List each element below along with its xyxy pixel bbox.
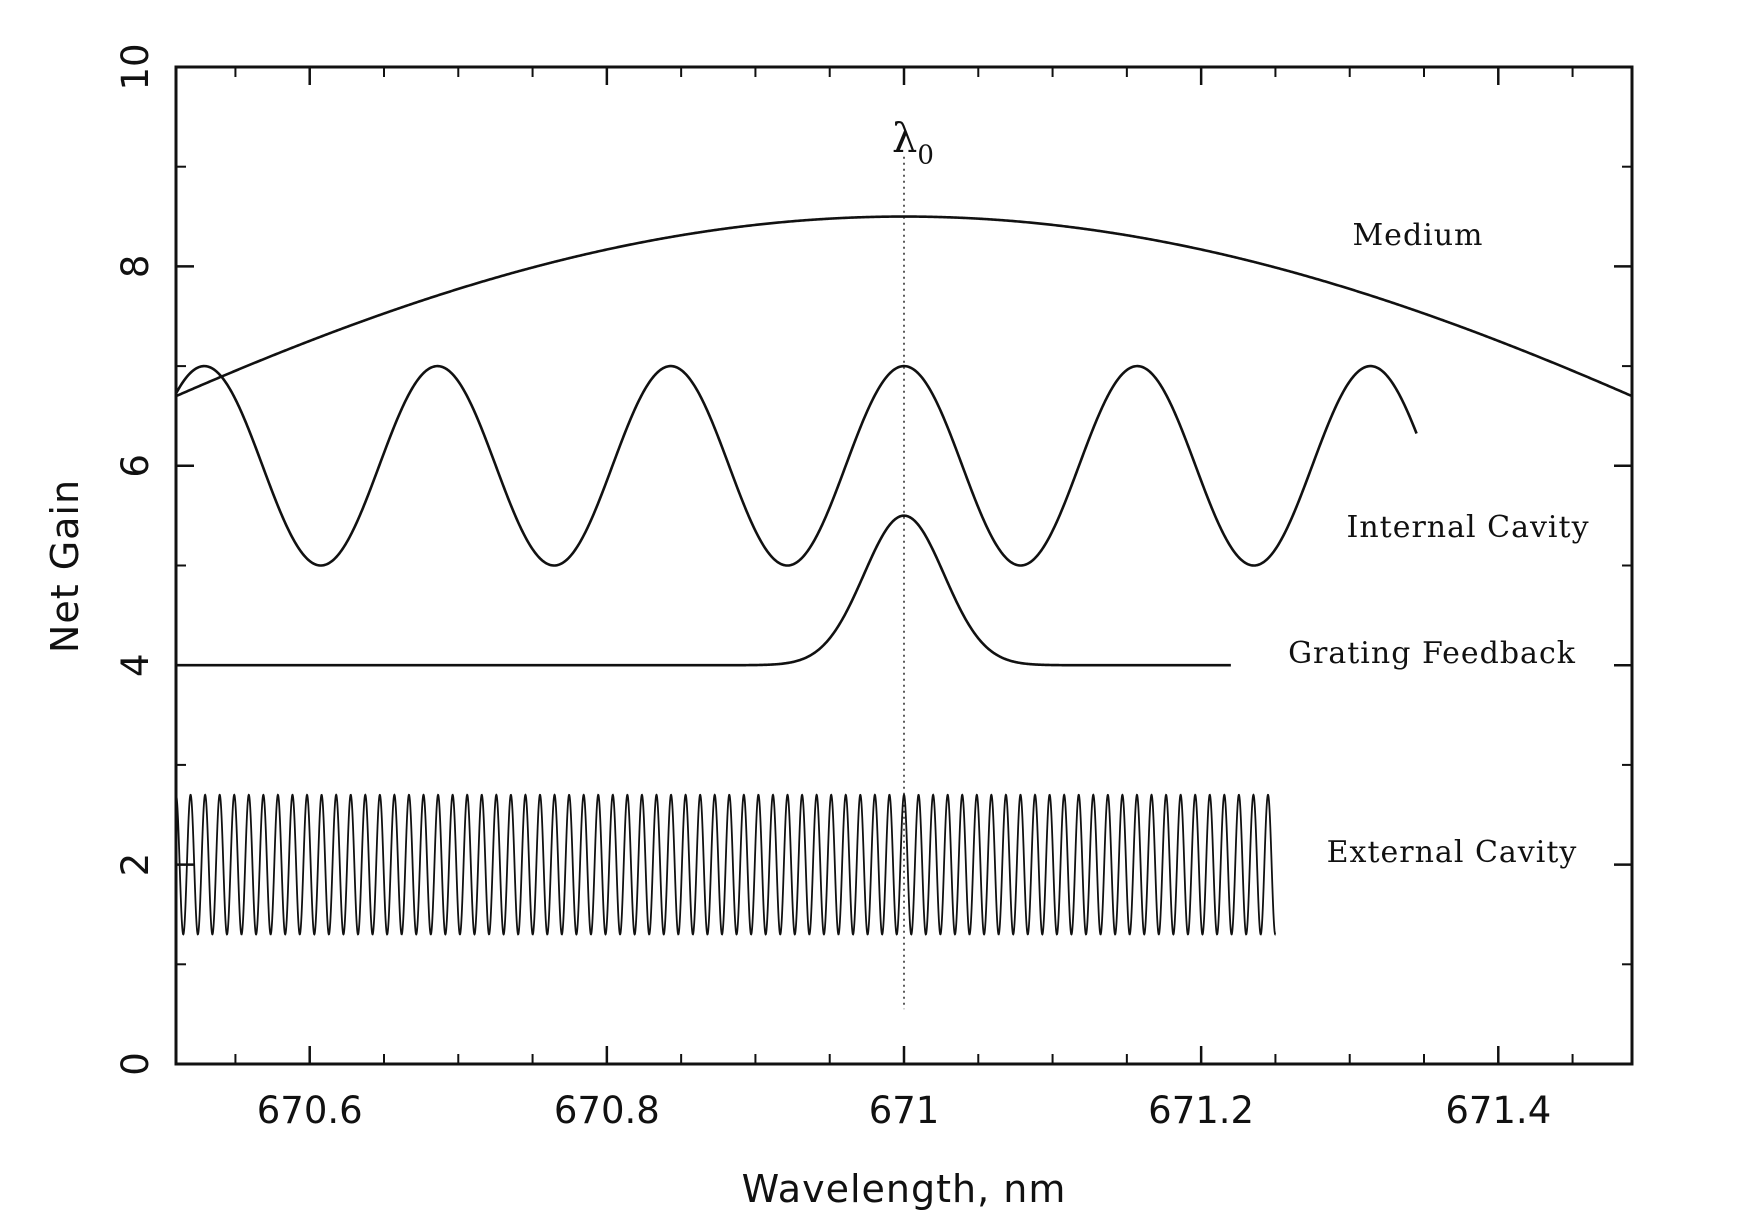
y-tick-label: 0 xyxy=(114,1052,157,1076)
series-labels: Medium Internal Cavity Grating Feedback Ext… xyxy=(1288,218,1589,870)
x-tick-label: 671.2 xyxy=(1148,1089,1254,1132)
x-tick-label: 670.8 xyxy=(554,1089,660,1132)
internal-cavity-curve xyxy=(176,364,1418,567)
grating-feedback-label: Grating Feedback xyxy=(1288,636,1576,671)
y-tick-label: 4 xyxy=(114,653,157,677)
reference-line: λ0 xyxy=(892,116,934,1010)
y-tick-label: 6 xyxy=(114,454,157,478)
medium-curve xyxy=(176,215,1632,398)
internal-cavity-label: Internal Cavity xyxy=(1346,510,1589,545)
grating-feedback-curve xyxy=(176,514,1231,667)
external-cavity-label: External Cavity xyxy=(1327,835,1578,870)
series-group xyxy=(176,215,1632,936)
medium-label: Medium xyxy=(1352,218,1483,253)
x-axis-title: Wavelength, nm xyxy=(742,1167,1067,1211)
y-axis-title: Net Gain xyxy=(43,479,87,653)
x-tick-label: 670.6 xyxy=(257,1089,363,1132)
y-tick-label: 10 xyxy=(114,43,157,90)
x-tick-label: 671.4 xyxy=(1445,1089,1551,1132)
lambda0-label: λ0 xyxy=(892,116,934,171)
y-tick-label: 2 xyxy=(114,853,157,877)
axes: 670.6 670.8 671 671.2 671.4 0 2 4 6 8 10 xyxy=(114,43,1632,1132)
x-tick-label: 671 xyxy=(869,1089,940,1132)
external-cavity-curve xyxy=(176,793,1277,936)
y-tick-label: 8 xyxy=(114,255,157,279)
